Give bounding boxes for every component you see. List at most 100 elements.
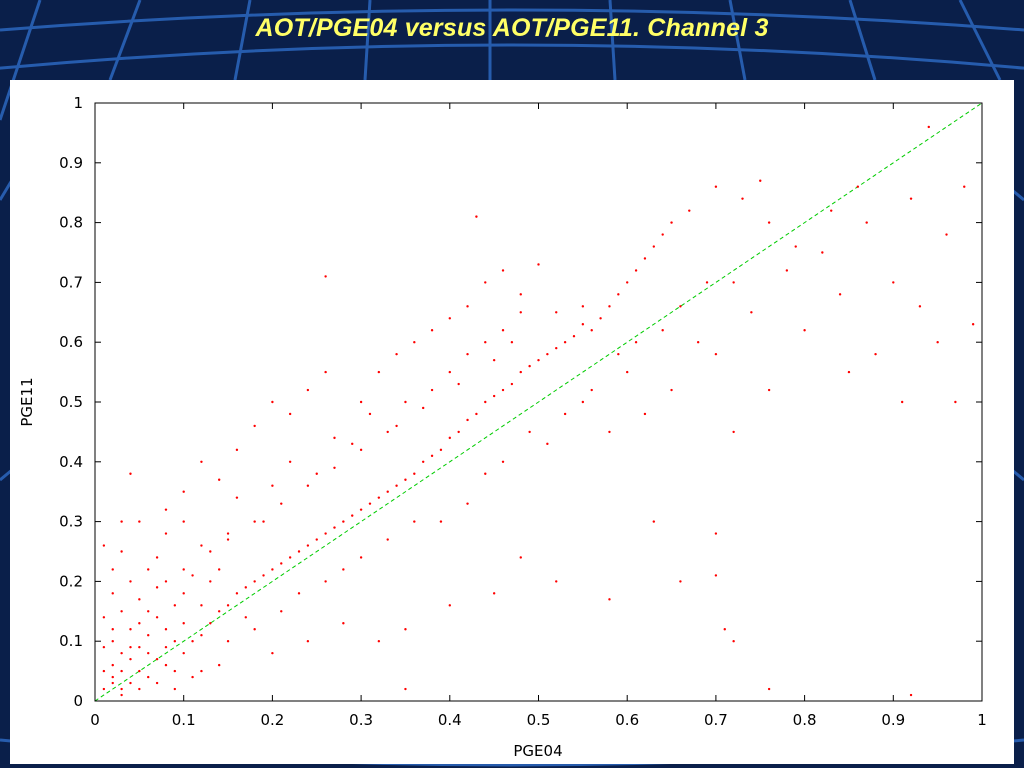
data-point: [226, 604, 230, 607]
data-point: [244, 616, 247, 619]
data-point: [138, 645, 141, 649]
data-point: [830, 209, 833, 212]
data-point: [767, 388, 771, 392]
data-point: [271, 484, 274, 487]
data-point: [120, 687, 123, 691]
data-point: [217, 663, 221, 667]
data-point: [262, 520, 265, 523]
data-point: [200, 460, 203, 463]
data-point: [457, 430, 460, 434]
data-point: [510, 341, 514, 344]
data-point: [963, 185, 966, 188]
data-point: [732, 640, 735, 643]
data-point: [705, 281, 709, 284]
data-point: [297, 550, 301, 553]
data-point: [661, 233, 664, 236]
data-point: [280, 502, 283, 505]
y-tick-label: 0.7: [59, 273, 83, 291]
data-point: [484, 400, 487, 404]
data-point: [714, 574, 718, 577]
data-point: [430, 329, 434, 332]
data-point: [182, 592, 185, 595]
data-point: [217, 610, 221, 613]
data-point: [209, 622, 212, 625]
data-point: [519, 556, 522, 559]
data-point: [395, 424, 398, 428]
data-point: [359, 508, 363, 511]
data-point: [741, 197, 744, 200]
data-point: [271, 568, 274, 571]
data-point: [164, 508, 168, 511]
data-point: [909, 197, 913, 200]
data-point: [235, 592, 239, 595]
data-point: [821, 251, 824, 254]
data-point: [120, 610, 123, 613]
data-point: [129, 628, 132, 631]
data-point: [164, 663, 168, 667]
data-point: [120, 651, 123, 655]
data-point: [448, 370, 451, 374]
data-point: [191, 574, 194, 577]
data-point: [537, 358, 540, 362]
data-point: [670, 388, 673, 392]
y-tick-label: 1: [73, 94, 83, 112]
x-tick-label: 0.8: [793, 711, 817, 729]
data-point: [510, 382, 514, 386]
data-point: [306, 484, 310, 487]
data-point: [404, 628, 407, 631]
data-point: [182, 490, 185, 493]
data-point: [324, 370, 327, 374]
data-point: [182, 651, 185, 655]
x-tick-label: 0.2: [260, 711, 284, 729]
data-point: [484, 341, 487, 344]
data-point: [271, 651, 274, 655]
data-point: [173, 669, 177, 673]
data-point: [209, 580, 212, 583]
x-tick-label: 0: [90, 711, 100, 729]
data-point: [111, 628, 114, 631]
data-point: [421, 460, 425, 463]
y-tick-label: 0.6: [59, 333, 83, 351]
data-point: [457, 382, 460, 386]
data-point: [111, 568, 114, 571]
data-point: [164, 532, 168, 535]
data-point: [466, 502, 469, 505]
data-point: [395, 352, 398, 356]
data-points: [102, 125, 975, 697]
data-point: [120, 550, 123, 553]
data-point: [173, 687, 177, 691]
data-point: [253, 628, 256, 631]
data-point: [191, 640, 194, 643]
data-point: [217, 568, 221, 571]
data-point: [492, 394, 496, 398]
data-point: [120, 693, 123, 697]
y-tick-label: 0.9: [59, 154, 83, 172]
data-point: [368, 502, 372, 505]
data-point: [342, 622, 345, 625]
data-point: [492, 358, 496, 362]
data-point: [617, 352, 620, 356]
data-point: [102, 616, 106, 619]
data-point: [111, 675, 114, 679]
data-point: [191, 675, 194, 679]
data-point: [253, 520, 256, 523]
data-point: [404, 687, 407, 691]
data-point: [333, 466, 336, 469]
data-point: [359, 400, 363, 404]
data-point: [448, 436, 451, 440]
data-point: [155, 586, 159, 589]
data-point: [182, 622, 185, 625]
data-point: [147, 610, 150, 613]
data-point: [324, 275, 327, 278]
data-point: [572, 335, 576, 338]
data-point: [129, 580, 132, 583]
data-point: [111, 663, 114, 667]
data-point: [173, 604, 177, 607]
data-point: [838, 293, 842, 296]
data-point: [111, 592, 114, 595]
data-point: [413, 520, 416, 523]
data-point: [315, 472, 318, 475]
data-point: [484, 472, 487, 475]
data-point: [759, 179, 762, 182]
data-point: [501, 460, 505, 463]
